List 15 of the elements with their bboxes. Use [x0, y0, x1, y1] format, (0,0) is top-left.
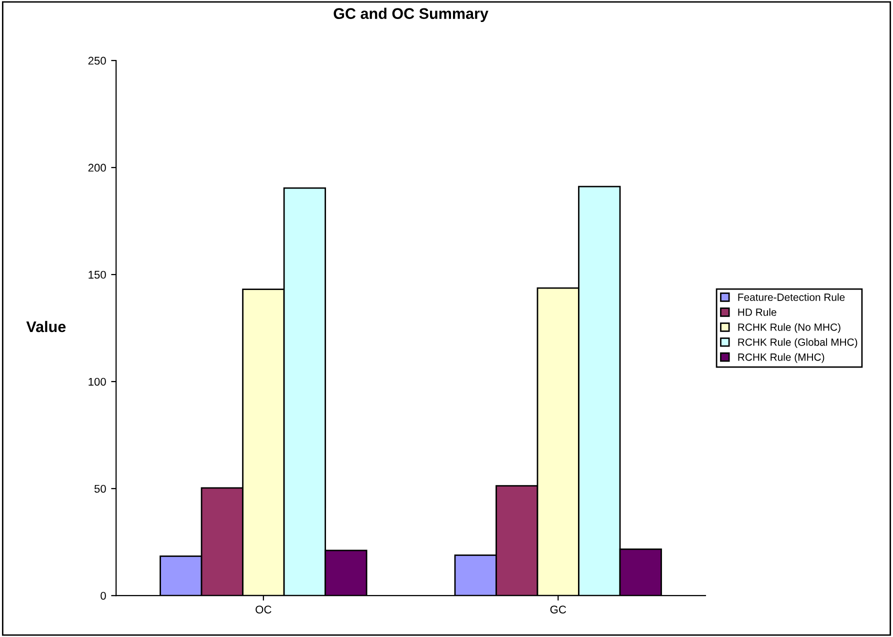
- legend-label: RCHK Rule (No MHC): [738, 323, 840, 333]
- y-tick-label: 200: [88, 164, 106, 172]
- legend-label: RCHK Rule (MHC): [738, 353, 824, 363]
- legend-label: HD Rule: [738, 308, 776, 316]
- x-tick-label: OC: [256, 606, 272, 614]
- x-tick-label: GC: [550, 606, 566, 614]
- y-tick-label: 50: [94, 484, 106, 493]
- legend-label: Feature-Detection Rule: [738, 293, 845, 301]
- y-axis-title: Value: [26, 320, 66, 332]
- y-tick-label: 100: [88, 378, 106, 386]
- chart-title: GC and OC Summary: [334, 8, 488, 22]
- y-tick-label: 250: [88, 56, 106, 65]
- legend-label: RCHK Rule (Global MHC): [738, 338, 858, 348]
- y-tick-label: 0: [100, 592, 106, 600]
- y-tick-label: 150: [88, 270, 106, 279]
